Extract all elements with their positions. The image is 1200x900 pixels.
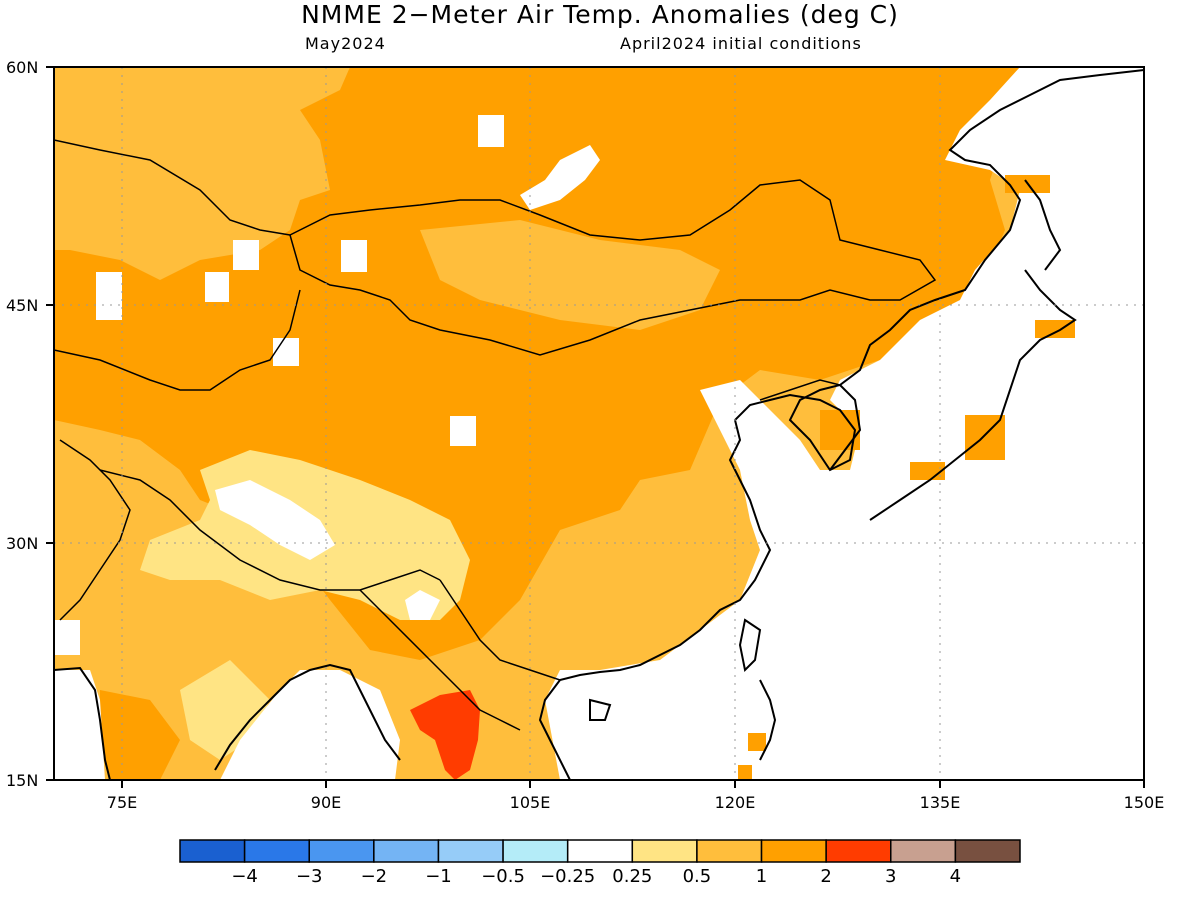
colorbar-swatch xyxy=(373,839,440,863)
anomaly-field xyxy=(54,67,1144,780)
border-central-asia-china xyxy=(54,289,301,391)
colorbar-swatch xyxy=(502,839,569,863)
border-kazakhstan xyxy=(54,139,291,236)
coastline-hainan xyxy=(589,698,612,721)
mask-lake-siberia xyxy=(478,115,504,147)
lat-label: 60N xyxy=(6,58,38,77)
colorbar-label: −0.25 xyxy=(540,866,595,887)
colorbar-swatch xyxy=(631,839,698,863)
colorbar-label: −2 xyxy=(361,866,388,887)
lon-label: 105E xyxy=(510,793,551,812)
mask-lake-west-coast xyxy=(54,620,80,655)
border-china-southeast-asia xyxy=(439,579,561,681)
coastline-korea xyxy=(829,384,862,471)
axis-ticks xyxy=(46,66,1145,788)
masked-arabian-sea xyxy=(54,670,105,780)
mask-lake-khuvsgul xyxy=(341,240,367,272)
coastline-bay-of-bengal xyxy=(214,663,401,771)
coastline-taiwan xyxy=(738,618,762,673)
coastline-south-asia xyxy=(54,666,111,780)
anomaly-region-neutral-yunnan xyxy=(405,590,440,620)
lat-label: 30N xyxy=(6,534,38,553)
valid-month-label: May2024 xyxy=(305,34,386,53)
colorbar-label: 0.5 xyxy=(683,866,712,887)
colorbar-swatch xyxy=(308,839,375,863)
masked-pacific-east-asia xyxy=(545,67,1144,780)
lon-label: 150E xyxy=(1124,793,1165,812)
lon-label: 135E xyxy=(920,793,961,812)
colorbar: −4 −3 −2 −1 −0.5 −0.25 0.25 0.5 1 2 3 4 xyxy=(179,839,1021,887)
colorbar-label: 1 xyxy=(756,866,767,887)
colorbar-swatch xyxy=(954,839,1021,863)
colorbar-swatch xyxy=(437,839,504,863)
colorbar-swatch xyxy=(890,839,957,863)
border-korea xyxy=(759,379,841,401)
lon-label: 90E xyxy=(311,793,341,812)
colorbar-label: 4 xyxy=(950,866,961,887)
grid-lines xyxy=(54,67,1144,780)
colorbar-swatch xyxy=(243,839,310,863)
colorbar-label: 2 xyxy=(820,866,831,887)
colorbar-swatch xyxy=(696,839,763,863)
map-title: NMME 2−Meter Air Temp. Anomalies (deg C) xyxy=(301,0,899,29)
anomaly-cell-philippines-1 xyxy=(748,733,766,751)
coastline-luzon xyxy=(759,679,777,761)
mask-lake-issyk-kul xyxy=(273,338,299,366)
initial-conditions-label: April2024 initial conditions xyxy=(620,34,862,53)
mask-lake-qinghai xyxy=(450,416,476,446)
masked-bay-of-bengal xyxy=(220,670,400,780)
lat-label: 45N xyxy=(6,296,38,315)
border-south-asia xyxy=(59,439,131,621)
mask-lake-balkhash xyxy=(96,272,122,320)
anomaly-cell-philippines-2 xyxy=(738,765,752,780)
lon-label: 120E xyxy=(715,793,756,812)
mask-lake-zaysan xyxy=(205,272,229,302)
colorbar-label: 3 xyxy=(885,866,896,887)
anomaly-region-neutral-tibet xyxy=(215,480,335,560)
colorbar-label: −4 xyxy=(231,866,258,887)
colorbar-label: −1 xyxy=(425,866,452,887)
mask-lake-altai xyxy=(233,240,259,270)
lat-label: 15N xyxy=(6,771,38,790)
border-himalaya xyxy=(99,469,441,591)
colorbar-swatch xyxy=(179,839,246,863)
coastline-sakhalin xyxy=(1024,179,1062,271)
anomaly-region-2-to-3 xyxy=(410,690,480,780)
colorbar-label: −3 xyxy=(296,866,323,887)
colorbar-swatch xyxy=(566,839,634,863)
colorbar-label: 0.25 xyxy=(612,866,652,887)
mask-lake-baikal xyxy=(520,145,600,210)
country-borders xyxy=(54,139,937,731)
lon-label: 75E xyxy=(107,793,137,812)
anomaly-cell-hokkaido xyxy=(1035,320,1075,338)
colorbar-swatch xyxy=(825,839,892,863)
colorbar-label: −0.5 xyxy=(481,866,525,887)
border-mongolia xyxy=(289,179,937,356)
colorbar-swatch xyxy=(760,839,827,863)
coastline-east-asia xyxy=(538,69,1144,780)
coastlines xyxy=(54,69,1144,780)
anomaly-region-1-to-2-lighter-core xyxy=(420,220,720,330)
anomaly-region-1-to-2-india xyxy=(100,690,180,780)
coastline-japan xyxy=(869,269,1077,521)
border-myanmar xyxy=(359,589,521,731)
map-frame xyxy=(53,66,1145,781)
